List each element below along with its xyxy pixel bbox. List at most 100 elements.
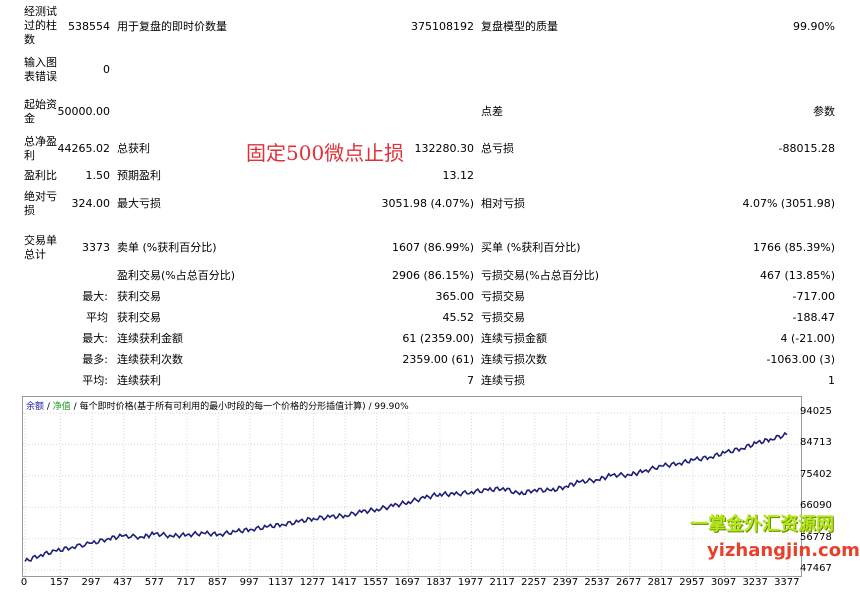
stat-value-c-r13: 1 bbox=[828, 374, 835, 387]
stat-value-b-r1: 375108192 bbox=[411, 20, 474, 33]
x-tick-label: 997 bbox=[239, 577, 259, 588]
stat-label-c-r6: 相对亏损 bbox=[481, 197, 525, 210]
overlay-title: 固定500微点止损 bbox=[246, 141, 405, 165]
stat-label-b-r5: 预期盈利 bbox=[117, 169, 161, 182]
stat-value-c-r3: 参数 bbox=[813, 105, 835, 118]
stat-value-c-r8: 467 (13.85%) bbox=[759, 269, 835, 282]
legend-balance: 余额 bbox=[26, 402, 45, 412]
x-tick-label: 3377 bbox=[774, 577, 800, 588]
stat-label-b-r7: 卖单 (%获利百分比) bbox=[117, 241, 217, 254]
stat-value-r6: 324.00 bbox=[71, 197, 111, 210]
stat-label-r1: 经测试过的柱数 bbox=[24, 5, 57, 46]
stat-value-c-r10: -188.47 bbox=[792, 311, 835, 324]
stat-label-b-r9: 获利交易 bbox=[117, 290, 161, 303]
y-tick-label: 94025 bbox=[800, 406, 832, 417]
stat-value-c-r7: 1766 (85.39%) bbox=[752, 241, 835, 254]
stat-value-b-r10: 45.52 bbox=[442, 311, 475, 324]
stat-label-b-r11: 连续获利金额 bbox=[117, 332, 183, 345]
stat-value-b-r13: 7 bbox=[467, 374, 474, 387]
stat-label-b-r6: 最大亏损 bbox=[117, 197, 161, 210]
x-tick-label: 2257 bbox=[521, 577, 547, 588]
y-tick-label: 84713 bbox=[800, 437, 832, 449]
stat-value-c-r11: 4 (-21.00) bbox=[780, 332, 835, 345]
x-tick-label: 717 bbox=[176, 577, 196, 588]
stat-label-c-r11: 连续亏损金额 bbox=[481, 332, 547, 345]
x-tick-label: 1697 bbox=[394, 577, 421, 588]
stat-label-c-r8: 亏损交易(%占总百分比) bbox=[481, 269, 600, 282]
chart-legend: 余额 / 净值 / 每个即时价格(基于所有可利用的最小时段的每一个价格的分形插值… bbox=[26, 402, 409, 412]
stat-label-r2: 输入图表错误 bbox=[24, 56, 57, 83]
stat-label-c-r13: 连续亏损 bbox=[481, 374, 525, 387]
stat-prefix-r10: 平均 bbox=[86, 311, 108, 324]
stat-label-b-r4: 总获利 bbox=[117, 142, 150, 155]
y-tick-label: 56778 bbox=[800, 531, 832, 543]
stat-prefix-r12: 最多: bbox=[82, 353, 108, 366]
y-tick-label: 75402 bbox=[800, 468, 832, 480]
chart-plot bbox=[23, 412, 801, 576]
x-tick-label: 857 bbox=[208, 577, 228, 588]
stat-value-c-r12: -1063.00 (3) bbox=[766, 353, 835, 366]
stat-value-b-r9: 365.00 bbox=[435, 290, 475, 303]
x-tick-label: 3097 bbox=[710, 577, 737, 588]
stat-label-c-r1: 复盘模型的质量 bbox=[481, 20, 558, 33]
balance-chart: 余额 / 净值 / 每个即时价格(基于所有可利用的最小时段的每一个价格的分形插值… bbox=[22, 396, 802, 577]
x-tick-label: 2397 bbox=[552, 577, 579, 588]
legend-quality: 99.90% bbox=[374, 402, 409, 412]
watermark-line1: 一掌金外汇资源网 bbox=[690, 514, 834, 535]
stat-value-r4: 44265.02 bbox=[57, 142, 111, 155]
stat-label-c-r4: 总亏损 bbox=[481, 142, 514, 155]
stat-label-b-r12: 连续获利次数 bbox=[117, 353, 183, 366]
stat-value-b-r12: 2359.00 (61) bbox=[402, 353, 474, 366]
stat-value-b-r5: 13.12 bbox=[442, 169, 475, 182]
stat-value-r5: 1.50 bbox=[85, 169, 111, 182]
stat-label-c-r9: 亏损交易 bbox=[481, 290, 525, 303]
stat-value-c-r4: -88015.28 bbox=[778, 142, 835, 155]
x-tick-label: 297 bbox=[81, 577, 101, 588]
x-tick-label: 1977 bbox=[457, 577, 484, 588]
stat-label-r7: 交易单总计 bbox=[24, 234, 57, 261]
stat-label-r3: 起始资金 bbox=[24, 98, 57, 125]
balance-line bbox=[24, 431, 788, 562]
stat-label-b-r8: 盈利交易(%占总百分比) bbox=[117, 269, 236, 282]
x-tick-label: 2677 bbox=[615, 577, 642, 588]
stat-label-b-r13: 连续获利 bbox=[117, 374, 161, 387]
x-tick-label: 3237 bbox=[742, 577, 768, 588]
watermark-line2: yizhangjin.com bbox=[707, 540, 860, 561]
stat-value-b-r6: 3051.98 (4.07%) bbox=[381, 197, 474, 210]
x-tick-label: 0 bbox=[20, 577, 28, 588]
x-tick-label: 2537 bbox=[584, 577, 610, 588]
stat-label-c-r10: 亏损交易 bbox=[481, 311, 525, 324]
x-tick-label: 2117 bbox=[489, 577, 515, 588]
stat-value-r2: 0 bbox=[103, 63, 110, 76]
legend-equity: 净值 bbox=[52, 402, 71, 412]
stat-value-r3: 50000.00 bbox=[57, 105, 111, 118]
stat-value-c-r6: 4.07% (3051.98) bbox=[742, 197, 835, 210]
stat-value-b-r7: 1607 (86.99%) bbox=[391, 241, 474, 254]
stat-value-c-r9: -717.00 bbox=[792, 290, 835, 303]
stat-value-b-r11: 61 (2359.00) bbox=[402, 332, 474, 345]
stat-label-c-r12: 连续亏损次数 bbox=[481, 353, 547, 366]
stat-label-r5: 盈利比 bbox=[24, 169, 57, 182]
stat-value-r7: 3373 bbox=[82, 241, 110, 254]
stat-value-c-r1: 99.90% bbox=[793, 20, 835, 33]
legend-description: 每个即时价格(基于所有可利用的最小时段的每一个价格的分形插值计算) bbox=[79, 402, 366, 412]
x-tick-label: 2817 bbox=[647, 577, 674, 588]
stat-label-b-r10: 获利交易 bbox=[117, 311, 161, 324]
stat-label-r6: 绝对亏损 bbox=[24, 190, 57, 217]
y-tick-label: 47467 bbox=[800, 563, 832, 574]
x-tick-label: 1277 bbox=[299, 577, 326, 588]
stat-label-c-r3: 点差 bbox=[481, 105, 503, 118]
x-tick-label: 2957 bbox=[679, 577, 705, 588]
stat-value-r1: 538554 bbox=[68, 20, 110, 33]
stat-label-b-r1: 用于复盘的即时价数量 bbox=[117, 20, 227, 33]
stat-prefix-r9: 最大: bbox=[82, 290, 108, 303]
x-tick-label: 437 bbox=[113, 577, 133, 588]
x-tick-label: 157 bbox=[49, 577, 69, 588]
stat-value-b-r8: 2906 (86.15%) bbox=[391, 269, 474, 282]
stat-value-b-r4: 132280.30 bbox=[414, 142, 475, 155]
x-tick-label: 1557 bbox=[362, 577, 389, 588]
x-tick-label: 1417 bbox=[331, 577, 357, 588]
x-tick-label: 1137 bbox=[268, 577, 294, 588]
stat-label-r4: 总净盈利 bbox=[24, 135, 57, 162]
stat-prefix-r11: 最大: bbox=[82, 332, 108, 345]
